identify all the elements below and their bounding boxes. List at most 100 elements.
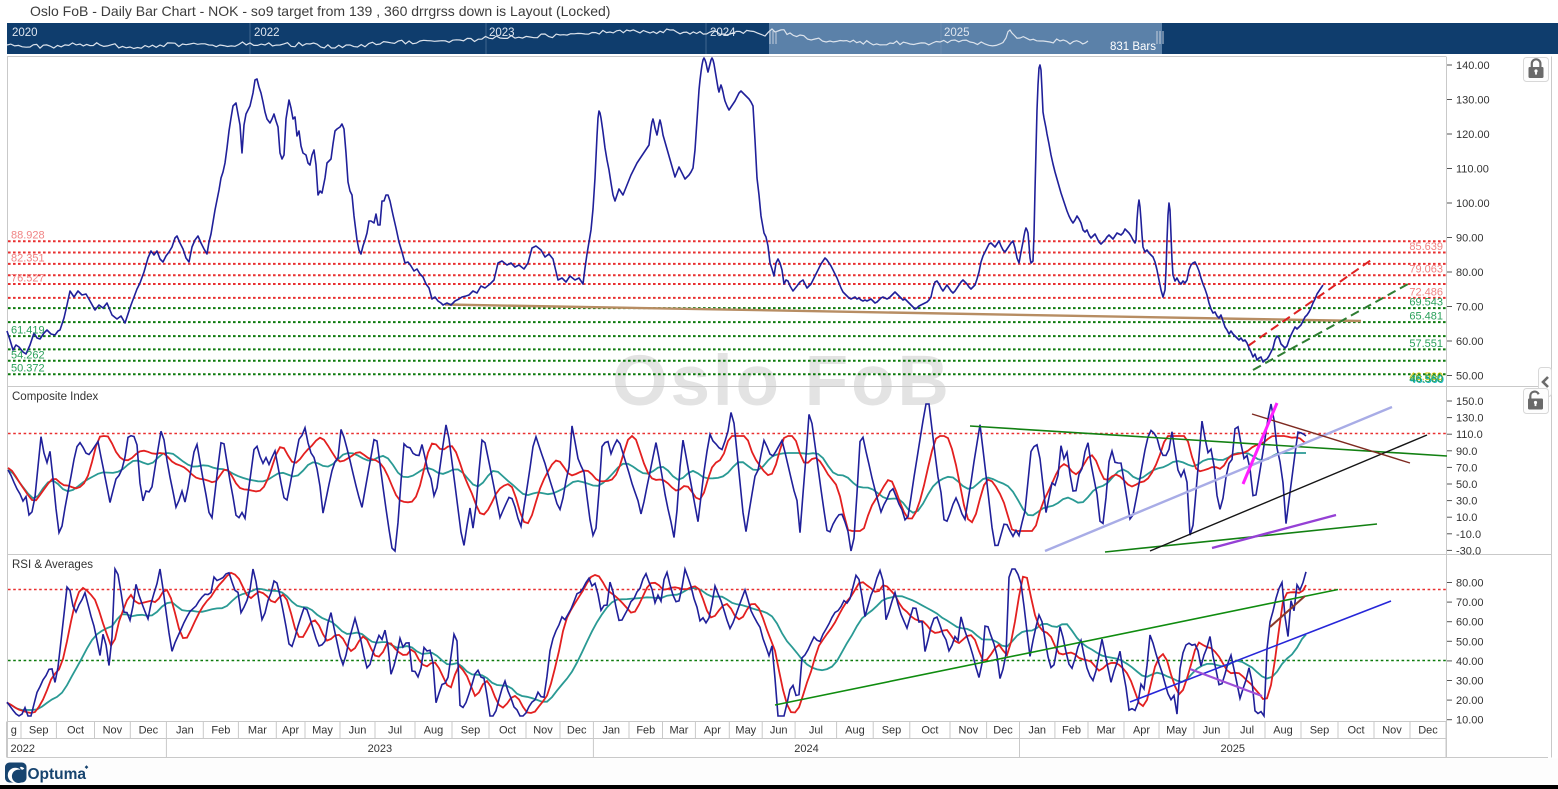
svg-text:Sep: Sep [461, 725, 481, 737]
svg-text:50.372: 50.372 [11, 363, 45, 375]
svg-text:130.0: 130.0 [1456, 413, 1484, 425]
svg-text:Jan: Jan [1028, 725, 1046, 737]
svg-text:Feb: Feb [1062, 725, 1081, 737]
svg-text:50.00: 50.00 [1456, 636, 1484, 648]
svg-text:Dec: Dec [1418, 725, 1438, 737]
svg-text:Jun: Jun [1203, 725, 1221, 737]
svg-text:2025: 2025 [1221, 743, 1245, 755]
svg-text:May: May [312, 725, 333, 737]
svg-text:Jun: Jun [349, 725, 367, 737]
svg-text:Feb: Feb [211, 725, 230, 737]
svg-text:Nov: Nov [533, 725, 553, 737]
svg-text:2022: 2022 [11, 743, 35, 755]
svg-text:Dec: Dec [993, 725, 1013, 737]
svg-text:Oslo FoB: Oslo FoB [612, 342, 952, 421]
svg-text:Apr: Apr [704, 725, 721, 737]
svg-text:Apr: Apr [1133, 725, 1150, 737]
svg-text:Composite Index: Composite Index [12, 391, 99, 403]
svg-text:110.0: 110.0 [1456, 429, 1483, 441]
svg-text:Optuma: Optuma [28, 766, 87, 783]
svg-text:Sep: Sep [882, 725, 902, 737]
svg-text:57.551: 57.551 [1409, 338, 1443, 350]
svg-text:2023: 2023 [489, 27, 515, 39]
svg-text:110.00: 110.00 [1456, 164, 1489, 176]
svg-text:72.486: 72.486 [1409, 286, 1443, 298]
svg-text:46.560: 46.560 [1410, 374, 1444, 386]
svg-text:May: May [1166, 725, 1187, 737]
svg-text:88.928: 88.928 [11, 230, 45, 242]
svg-text:10.00: 10.00 [1456, 715, 1484, 727]
svg-text:Apr: Apr [282, 725, 299, 737]
svg-text:Jul: Jul [809, 725, 823, 737]
svg-text:61.419: 61.419 [11, 325, 45, 337]
svg-text:Aug: Aug [845, 725, 865, 737]
svg-text:g: g [11, 725, 17, 737]
svg-text:70.00: 70.00 [1456, 302, 1484, 314]
svg-text:Aug: Aug [424, 725, 444, 737]
svg-text:90.0: 90.0 [1456, 446, 1477, 458]
svg-text:65.481: 65.481 [1409, 311, 1443, 323]
svg-text:76.527: 76.527 [11, 273, 45, 285]
svg-text:Oct: Oct [1347, 725, 1364, 737]
svg-text:120.00: 120.00 [1456, 129, 1490, 141]
svg-text:50.00: 50.00 [1456, 371, 1484, 383]
svg-text:Mar: Mar [1097, 725, 1116, 737]
svg-text:54.262: 54.262 [11, 349, 45, 361]
svg-text:30.0: 30.0 [1456, 496, 1477, 508]
svg-text:90.00: 90.00 [1456, 233, 1484, 245]
svg-text:Mar: Mar [248, 725, 267, 737]
svg-text:Jul: Jul [1240, 725, 1254, 737]
svg-text:Oslo FoB - Daily Bar Chart - N: Oslo FoB - Daily Bar Chart - NOK - so9 t… [30, 3, 610, 19]
svg-text:30.00: 30.00 [1456, 676, 1484, 688]
svg-text:60.00: 60.00 [1456, 336, 1484, 348]
svg-text:2022: 2022 [254, 27, 280, 39]
svg-text:-10.0: -10.0 [1456, 529, 1481, 541]
svg-text:Oct: Oct [499, 725, 516, 737]
svg-text:Dec: Dec [567, 725, 587, 737]
svg-text:831 Bars: 831 Bars [1110, 41, 1156, 53]
svg-text:Sep: Sep [29, 725, 49, 737]
svg-text:2025: 2025 [944, 27, 970, 39]
svg-text:2023: 2023 [368, 743, 392, 755]
svg-text:Nov: Nov [959, 725, 979, 737]
svg-text:Oct: Oct [921, 725, 938, 737]
svg-text:May: May [735, 725, 756, 737]
svg-text:60.00: 60.00 [1456, 617, 1484, 629]
svg-text:-30.0: -30.0 [1456, 545, 1481, 557]
svg-text:RSI & Averages: RSI & Averages [12, 559, 93, 571]
svg-text:Sep: Sep [1310, 725, 1330, 737]
svg-text:Aug: Aug [1273, 725, 1293, 737]
svg-text:70.00: 70.00 [1456, 597, 1484, 609]
svg-text:130.00: 130.00 [1456, 95, 1490, 107]
svg-text:Feb: Feb [636, 725, 655, 737]
svg-text:Jan: Jan [176, 725, 194, 737]
svg-text:100.00: 100.00 [1456, 198, 1490, 210]
svg-text:85.639: 85.639 [1409, 241, 1443, 253]
svg-text:46.560: 46.560 [1409, 371, 1443, 383]
svg-text:2024: 2024 [710, 27, 736, 39]
svg-text:2024: 2024 [794, 743, 818, 755]
svg-text:82.351: 82.351 [11, 252, 45, 264]
svg-text:20.00: 20.00 [1456, 695, 1484, 707]
svg-text:Nov: Nov [1382, 725, 1402, 737]
svg-text:Oct: Oct [67, 725, 84, 737]
svg-text:80.00: 80.00 [1456, 578, 1484, 590]
svg-text:Jun: Jun [770, 725, 788, 737]
svg-text:Jul: Jul [388, 725, 402, 737]
svg-text:Jan: Jan [602, 725, 620, 737]
svg-text:70.0: 70.0 [1456, 462, 1477, 474]
svg-text:10.0: 10.0 [1456, 512, 1477, 524]
svg-text:2020: 2020 [12, 27, 38, 39]
svg-text:40.00: 40.00 [1456, 656, 1484, 668]
svg-text:46.560: 46.560 [1409, 373, 1443, 385]
svg-text:80.00: 80.00 [1456, 267, 1484, 279]
svg-text:Nov: Nov [103, 725, 123, 737]
svg-text:46.560: 46.560 [1409, 374, 1443, 386]
svg-text:50.0: 50.0 [1456, 479, 1477, 491]
svg-text:Dec: Dec [139, 725, 159, 737]
svg-text:150.0: 150.0 [1456, 396, 1484, 408]
svg-text:79.063: 79.063 [1409, 264, 1443, 276]
svg-text:Mar: Mar [670, 725, 689, 737]
svg-text:140.00: 140.00 [1456, 60, 1490, 72]
svg-text:69.543: 69.543 [1409, 297, 1443, 309]
